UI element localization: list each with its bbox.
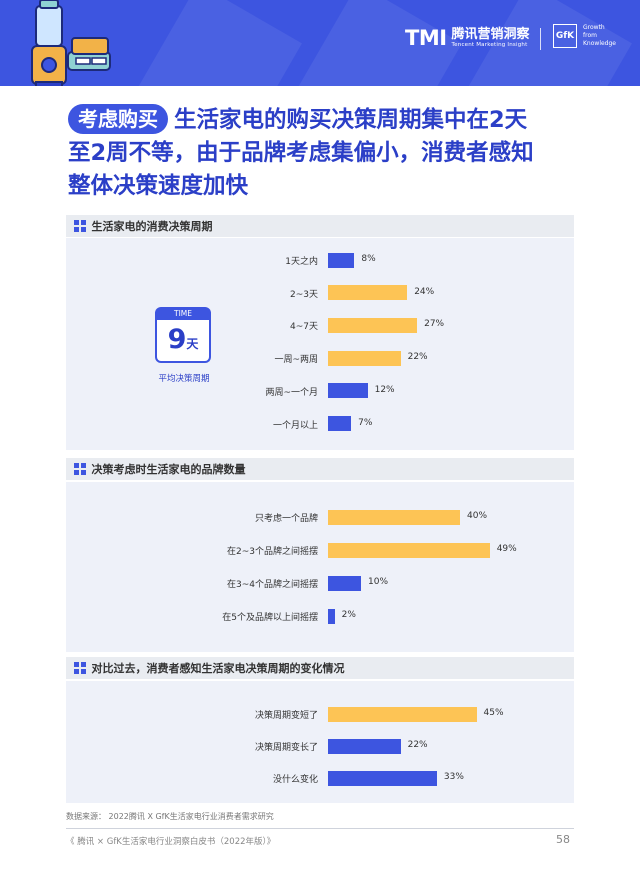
value-label: 2% xyxy=(341,610,356,620)
bar xyxy=(328,738,401,754)
header-banner: TMI 腾讯营销洞察 Tencent Marketing Insight GfK… xyxy=(0,0,640,86)
chart-panel-decision-cycle: 1天之内 8% 2~3天 24% 4~7天 27% 一周~两周 22% 两周~一个月 12% 一个月… xyxy=(66,238,574,450)
value-label: 27% xyxy=(424,319,445,330)
value-label: 40% xyxy=(467,511,488,521)
grid-icon xyxy=(74,662,86,674)
section-title: 生活家电的消费决策周期 xyxy=(91,220,213,233)
chart-panel-brand-count: 只考虑一个品牌 40% 在2~3个品牌之间摇摆 49% 在3~4个品牌之间摇摆 10% 在5… xyxy=(66,482,574,652)
bar xyxy=(328,252,355,268)
grid-icon xyxy=(74,220,86,232)
average-cycle-caption: 平均决策周期 xyxy=(158,374,210,384)
value-label: 22% xyxy=(407,352,428,363)
gfk-tagline: Growth from Knowledge xyxy=(583,24,616,47)
category-label: 1天之内 xyxy=(285,257,318,267)
chart-panel-cycle-change: 决策周期变短了 45% 决策周期变长了 22% 没什么变化 33% xyxy=(66,681,574,803)
tmi-name-cn: 腾讯营销洞察 xyxy=(451,26,530,42)
footer-publication: 《 腾讯 × GfK生活家电行业洞察白皮书（2022年版）》 xyxy=(66,837,276,847)
value-label: 8% xyxy=(361,254,376,264)
gfk-logo: GfK Growth from Knowledge xyxy=(553,24,616,48)
tmi-name-en: Tencent Marketing Insight xyxy=(451,41,528,48)
page-title: 考虑购买 生活家电的购买决策周期集中在2天 至2周不等，由于品牌考虑集偏小，消费者… xyxy=(68,104,578,203)
grid-icon xyxy=(74,463,86,475)
section-header-brand-count: 决策考虑时生活家电的品牌数量 xyxy=(66,458,574,480)
category-label: 一周~两周 xyxy=(274,355,318,366)
bar xyxy=(328,509,460,525)
gfk-mark: GfK xyxy=(553,24,577,48)
value-label: 22% xyxy=(407,740,428,750)
category-label: 一个月以上 xyxy=(272,420,318,431)
tmi-mark: TMI xyxy=(405,26,447,50)
category-label: 在5个及品牌以上间摇摆 xyxy=(222,613,318,623)
value-label: 45% xyxy=(483,708,504,718)
tencent-marketing-insight-logo: TMI 腾讯营销洞察 Tencent Marketing Insight xyxy=(405,26,530,50)
title-tag-badge: 考虑购买 xyxy=(68,104,168,134)
bar xyxy=(328,706,477,722)
bar xyxy=(328,575,361,591)
page-number: 58 xyxy=(556,833,570,846)
value-label: 7% xyxy=(358,417,373,428)
category-label: 决策周期变短了 xyxy=(254,711,318,721)
section-header-cycle-change: 对比过去，消费者感知生活家电决策周期的变化情况 xyxy=(66,657,574,679)
bar xyxy=(328,350,401,366)
category-label: 只考虑一个品牌 xyxy=(254,514,318,524)
section-title: 对比过去，消费者感知生活家电决策周期的变化情况 xyxy=(91,662,345,675)
appliance-illustration-icon xyxy=(31,0,111,86)
bar xyxy=(328,542,490,558)
value-label: 49% xyxy=(496,544,517,554)
value-label: 12% xyxy=(374,384,395,395)
bar xyxy=(328,608,335,624)
bar xyxy=(328,383,368,399)
category-label: 4~7天 xyxy=(290,322,318,333)
value-label: 33% xyxy=(443,772,464,782)
clock-icon: TIME 9天 xyxy=(155,307,211,363)
bar xyxy=(328,770,437,786)
average-days-value: 9 xyxy=(167,324,187,355)
footer-divider xyxy=(66,828,574,829)
section-title: 决策考虑时生活家电的品牌数量 xyxy=(91,463,246,476)
bar xyxy=(328,285,408,301)
data-source-note: 数据来源： 2022腾讯 X GfK生活家电行业消费者需求研究 xyxy=(66,812,274,821)
value-label: 24% xyxy=(414,286,435,297)
bar xyxy=(328,317,418,333)
title-line-1: 考虑购买 生活家电的购买决策周期集中在2天 xyxy=(68,104,578,137)
average-days-unit: 天 xyxy=(186,337,199,351)
bar xyxy=(328,416,352,431)
logo-divider xyxy=(540,28,541,50)
title-line-2: 至2周不等，由于品牌考虑集偏小，消费者感知 xyxy=(68,140,534,166)
category-label: 决策周期变长了 xyxy=(254,743,318,753)
category-label: 在3~4个品牌之间摇摆 xyxy=(227,580,318,590)
category-label: 在2~3个品牌之间摇摆 xyxy=(227,547,318,557)
title-line-3: 整体决策速度加快 xyxy=(68,173,249,199)
category-label: 两周~一个月 xyxy=(265,387,318,398)
category-label: 没什么变化 xyxy=(272,775,318,785)
value-label: 10% xyxy=(368,577,389,587)
clock-label: TIME xyxy=(155,307,211,320)
category-label: 2~3天 xyxy=(290,289,318,300)
section-header-decision-cycle: 生活家电的消费决策周期 xyxy=(66,215,574,237)
